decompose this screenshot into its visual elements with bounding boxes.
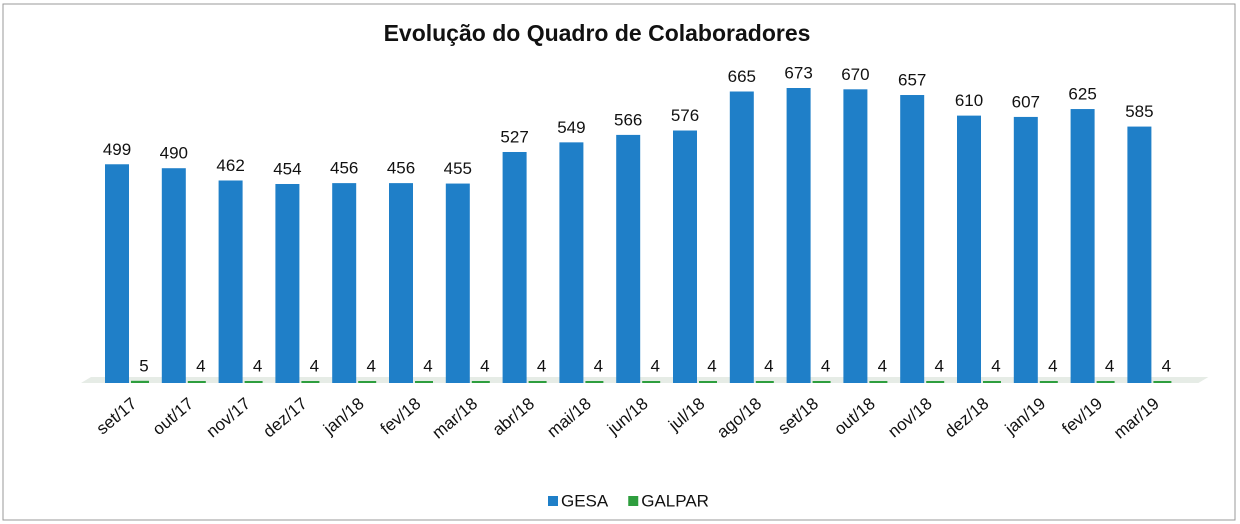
bar (616, 134, 641, 383)
data-label: 576 (671, 106, 699, 125)
data-label: 4 (480, 356, 489, 375)
bar (673, 130, 697, 383)
data-label: 607 (1012, 92, 1040, 111)
bar (786, 88, 811, 383)
bar (1070, 109, 1095, 384)
bar (244, 381, 263, 383)
bar (389, 183, 413, 383)
data-label: 610 (955, 91, 983, 110)
bar (926, 381, 945, 383)
bar (585, 381, 604, 383)
data-label: 4 (537, 356, 546, 375)
bar (812, 381, 831, 383)
data-label: 4 (1105, 356, 1114, 375)
data-label: 549 (557, 118, 585, 137)
legend-label: GALPAR (641, 491, 709, 510)
data-label: 4 (764, 356, 773, 375)
data-label: 462 (216, 156, 244, 175)
data-label: 625 (1068, 85, 1096, 104)
bar (900, 95, 925, 384)
data-label: 4 (196, 356, 205, 375)
legend-swatch (548, 496, 558, 506)
bar (471, 381, 490, 383)
bar (699, 381, 717, 383)
data-label: 4 (1162, 356, 1171, 375)
bar (187, 381, 206, 383)
data-label: 4 (1048, 356, 1057, 375)
data-label: 4 (934, 356, 943, 375)
legend-label: GESA (561, 491, 609, 510)
bar (1127, 126, 1152, 384)
bar (105, 164, 129, 383)
data-label: 4 (253, 356, 262, 375)
bar (755, 381, 774, 383)
bar (559, 142, 584, 383)
bar (1039, 381, 1058, 383)
chart-title: Evolução do Quadro de Colaboradores (384, 20, 811, 46)
data-label: 585 (1125, 102, 1153, 121)
bar (161, 168, 186, 383)
data-label: 490 (160, 144, 188, 163)
data-label: 4 (310, 356, 319, 375)
bar (332, 183, 357, 383)
data-label: 665 (728, 67, 756, 86)
bar (275, 183, 300, 383)
bar (869, 381, 888, 383)
bar (957, 115, 981, 383)
data-label: 4 (423, 356, 432, 375)
bar (445, 183, 470, 383)
bar (1013, 116, 1038, 383)
bar (1153, 381, 1172, 383)
data-label: 673 (784, 63, 812, 82)
bar (528, 381, 547, 383)
bar (983, 381, 1001, 383)
data-label: 657 (898, 70, 926, 89)
data-label: 566 (614, 110, 642, 129)
data-label: 670 (841, 65, 869, 84)
bar (301, 381, 320, 383)
data-label: 4 (650, 356, 659, 375)
data-label: 456 (330, 159, 358, 178)
data-label: 4 (366, 356, 375, 375)
bar (131, 380, 149, 383)
data-label: 454 (273, 159, 301, 178)
data-label: 455 (444, 159, 472, 178)
data-label: 527 (500, 127, 528, 146)
bar (1096, 381, 1115, 383)
bar (415, 381, 433, 383)
bar (729, 91, 754, 383)
bar (843, 89, 868, 384)
data-label: 4 (878, 356, 887, 375)
bar (358, 381, 377, 383)
bar (218, 180, 243, 383)
data-label: 4 (707, 356, 716, 375)
bar (502, 151, 527, 383)
data-label: 5 (139, 356, 148, 375)
data-label: 4 (821, 356, 830, 375)
data-label: 499 (103, 140, 131, 159)
data-label: 456 (387, 159, 415, 178)
bar (642, 381, 661, 383)
data-label: 4 (594, 356, 603, 375)
data-label: 4 (991, 356, 1000, 375)
legend-swatch (628, 496, 639, 506)
